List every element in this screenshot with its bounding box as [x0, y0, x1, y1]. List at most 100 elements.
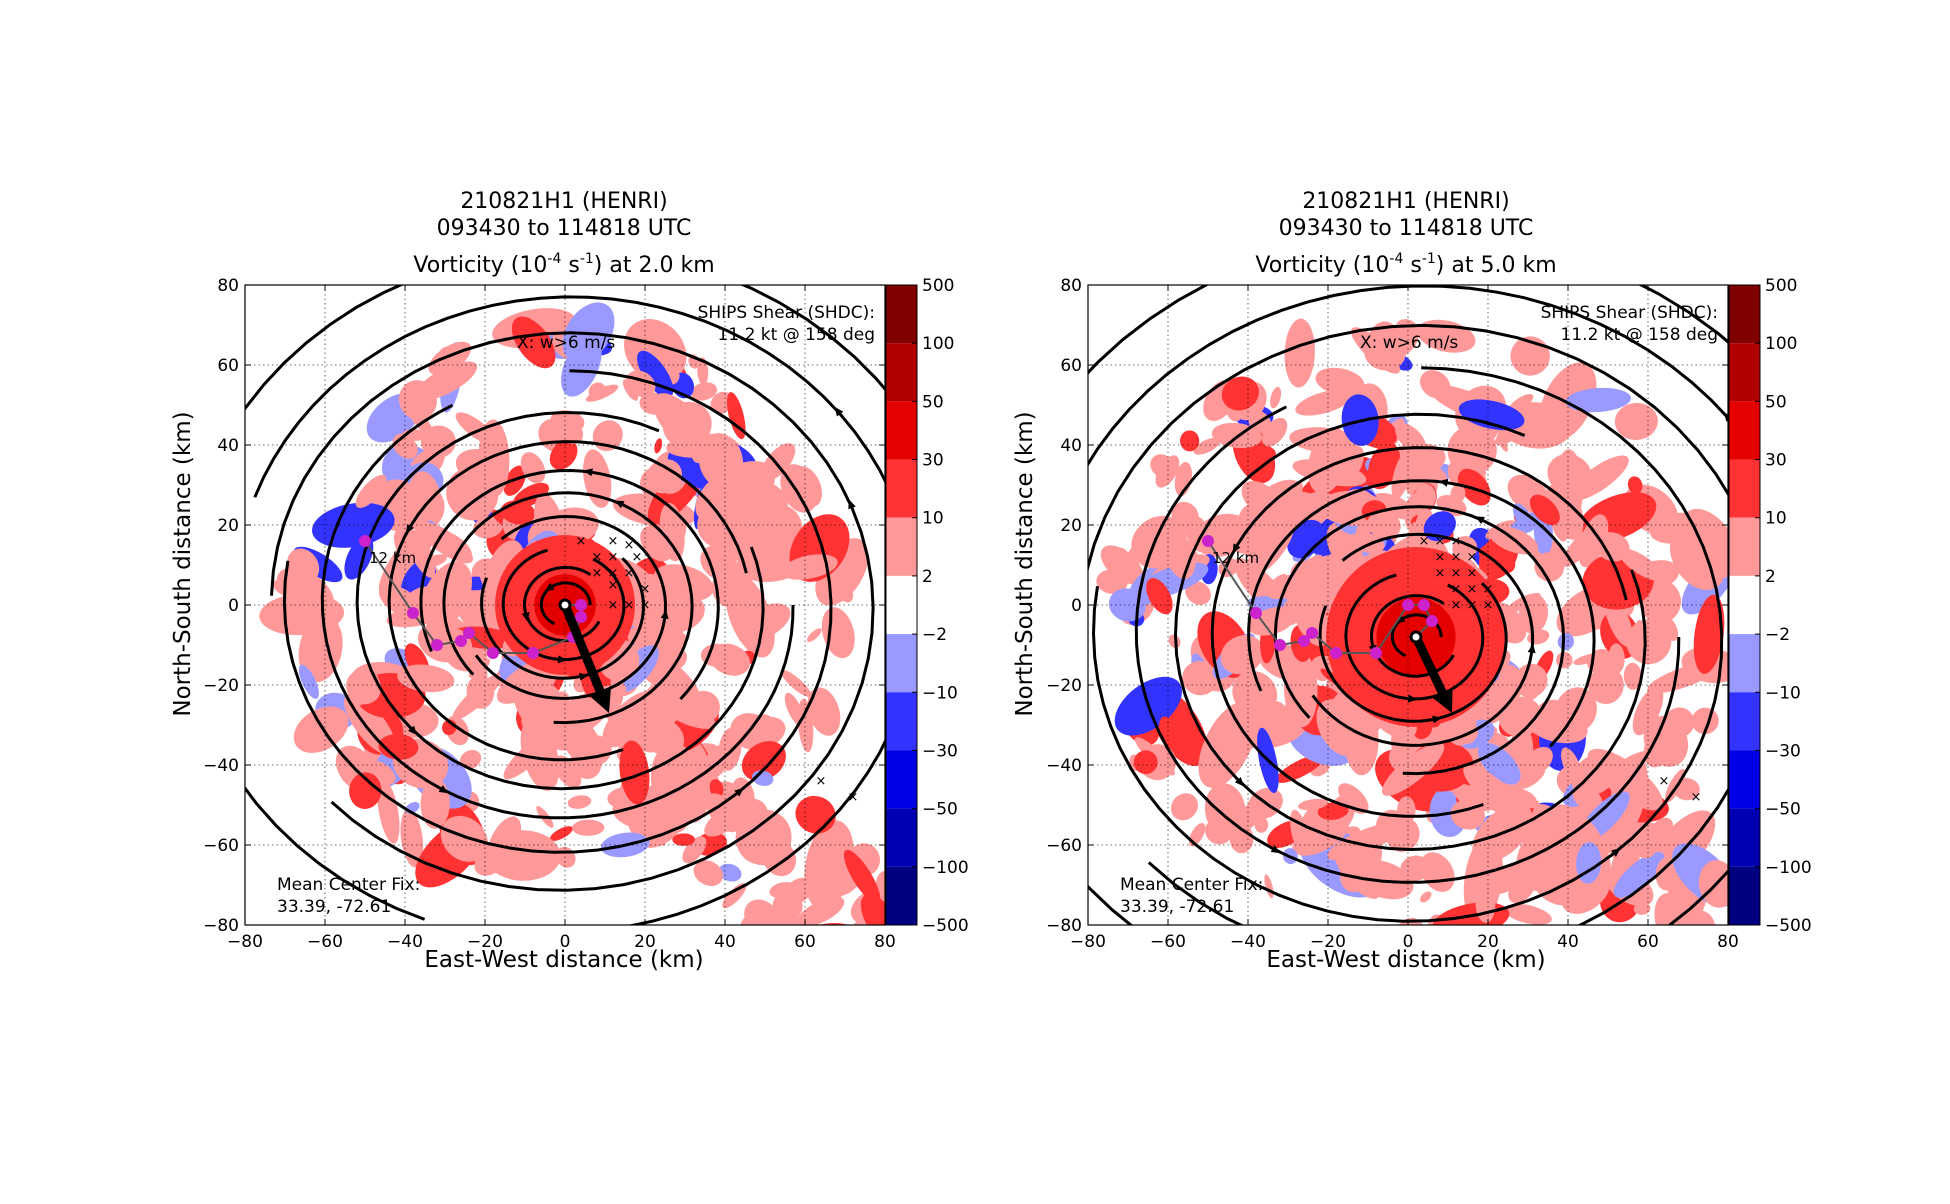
updraft-marker: ×: [1467, 566, 1478, 581]
colorbar-band: [1729, 575, 1760, 635]
x-tick-label: 40: [1557, 932, 1579, 952]
vorticity-blob: [298, 664, 319, 699]
vorticity-blob: [1634, 832, 1658, 859]
colorbar-frame: [1728, 284, 1761, 926]
colorbar-tick-label: 30: [922, 451, 944, 471]
y-tick-label: 60: [217, 356, 239, 376]
vorticity-blob: [875, 870, 885, 895]
vorticity-blob: [293, 706, 349, 753]
vorticity-blob: [1262, 417, 1288, 447]
colorbar-tick-label: −10: [922, 683, 958, 703]
vorticity-blob: [553, 755, 582, 789]
y-tick-label: −60: [1046, 836, 1082, 856]
vorticity-blob: [1654, 893, 1694, 925]
colorbar-tick-label: −10: [1765, 683, 1801, 703]
shear-vector-shaft: [1411, 635, 1452, 706]
vorticity-blob: [741, 741, 786, 781]
vorticity-blob: [572, 819, 605, 836]
vorticity-blob: [1317, 802, 1349, 820]
vorticity-blob: [761, 839, 797, 877]
updraft-marker: ×: [624, 538, 635, 553]
vorticity-blob: [1221, 376, 1259, 411]
streamline-arrow: [521, 612, 530, 622]
vorticity-blob: [743, 905, 784, 925]
vorticity-blob: [1180, 430, 1200, 452]
colorbar-band: [1729, 634, 1760, 693]
vorticity-blob: [1687, 914, 1702, 925]
vorticity-blob: [355, 474, 387, 509]
vorticity-blob: [1613, 851, 1665, 898]
vorticity-blob: [1510, 336, 1550, 376]
panel-1: 210821H1 (HENRI) 093430 to 114818 UTC Vo…: [170, 189, 715, 973]
updraft-marker: ×: [1483, 598, 1494, 613]
colorbar-band: [1729, 517, 1760, 576]
updraft-marker: ×: [1467, 550, 1478, 565]
vorticity-blob: [722, 883, 747, 909]
vorticity-blob: [1572, 784, 1603, 813]
vorticity-blob: [697, 357, 709, 385]
vorticity-blob: [549, 439, 578, 470]
vorticity-blob: [1295, 389, 1354, 416]
x-tick-label: 80: [1717, 932, 1739, 952]
colorbar-tick-label: 100: [1765, 334, 1797, 354]
colorbar-band: [886, 750, 917, 809]
vorticity-blob: [439, 537, 454, 553]
colorbar-tick-label: −500: [922, 916, 969, 936]
y-tick-label: 20: [217, 516, 239, 536]
vorticity-blob: [1518, 767, 1546, 789]
vorticity-blob: [1367, 442, 1401, 490]
vorticity-blob: [682, 836, 707, 864]
colorbar-tick-label: −100: [1765, 858, 1812, 878]
colorbar-band: [886, 866, 917, 925]
vorticity-blob: [821, 607, 855, 659]
vorticity-blob: [743, 851, 770, 865]
y-tick-label: −20: [203, 676, 239, 696]
vorticity-blob: [1182, 661, 1218, 696]
vorticity-blob: [511, 316, 556, 369]
streamline-arrow: [834, 406, 844, 417]
center-fix-marker: [1409, 630, 1423, 644]
x-tick-label: 20: [1477, 932, 1499, 952]
updraft-marker: ×: [592, 550, 603, 565]
vorticity-blob: [1627, 476, 1643, 494]
vorticity-blob: [276, 567, 335, 615]
vorticity-blob: [612, 797, 679, 832]
vorticity-blob: [567, 795, 592, 809]
colorbar-tick-label: −50: [1765, 800, 1801, 820]
streamline: [1088, 323, 1728, 925]
panel-1-field: × × ×× × ×× × ×× ×× × ×××12 km: [245, 285, 885, 925]
streamline: [1344, 573, 1485, 701]
y-tick-label: −60: [203, 836, 239, 856]
y-tick-label: −40: [1046, 756, 1082, 776]
vorticity-blob: [860, 894, 885, 925]
streamline: [419, 468, 720, 701]
vorticity-blob: [440, 815, 488, 862]
vorticity-blob: [1658, 613, 1679, 641]
updraft-marker: ×: [1451, 582, 1462, 597]
y-tick-label: 20: [1060, 516, 1082, 536]
vorticity-blob: [1562, 524, 1601, 567]
vorticity-blob: [1534, 552, 1565, 582]
streamline-arrow: [1232, 543, 1241, 554]
updraft-marker: ×: [608, 598, 619, 613]
x-tick-label: −20: [467, 932, 503, 952]
vorticity-blob: [1458, 399, 1525, 431]
colorbar-band: [1729, 866, 1760, 925]
panel-2-field: × × ×× × ×× × ×× × ×× × ×××12 km: [1088, 285, 1728, 925]
updraft-marker: ×: [1659, 774, 1670, 789]
streamline-arrow: [438, 785, 449, 794]
vorticity-blob: [796, 896, 845, 925]
y-tick-label: 0: [1071, 596, 1082, 616]
vorticity-blob: [1315, 367, 1365, 396]
y-tick-label: −80: [203, 916, 239, 936]
x-tick-label: 60: [1637, 932, 1659, 952]
updraft-marker: ×: [608, 550, 619, 565]
updraft-marker: ×: [1435, 550, 1446, 565]
colorbar-band: [1729, 750, 1760, 809]
center-track-point: [1298, 635, 1310, 647]
panel-1-x-axis-label: East-West distance (km): [424, 947, 703, 973]
colorbar-band: [1729, 808, 1760, 867]
streamline-arrow: [578, 672, 589, 681]
vorticity-blob: [1292, 459, 1367, 487]
